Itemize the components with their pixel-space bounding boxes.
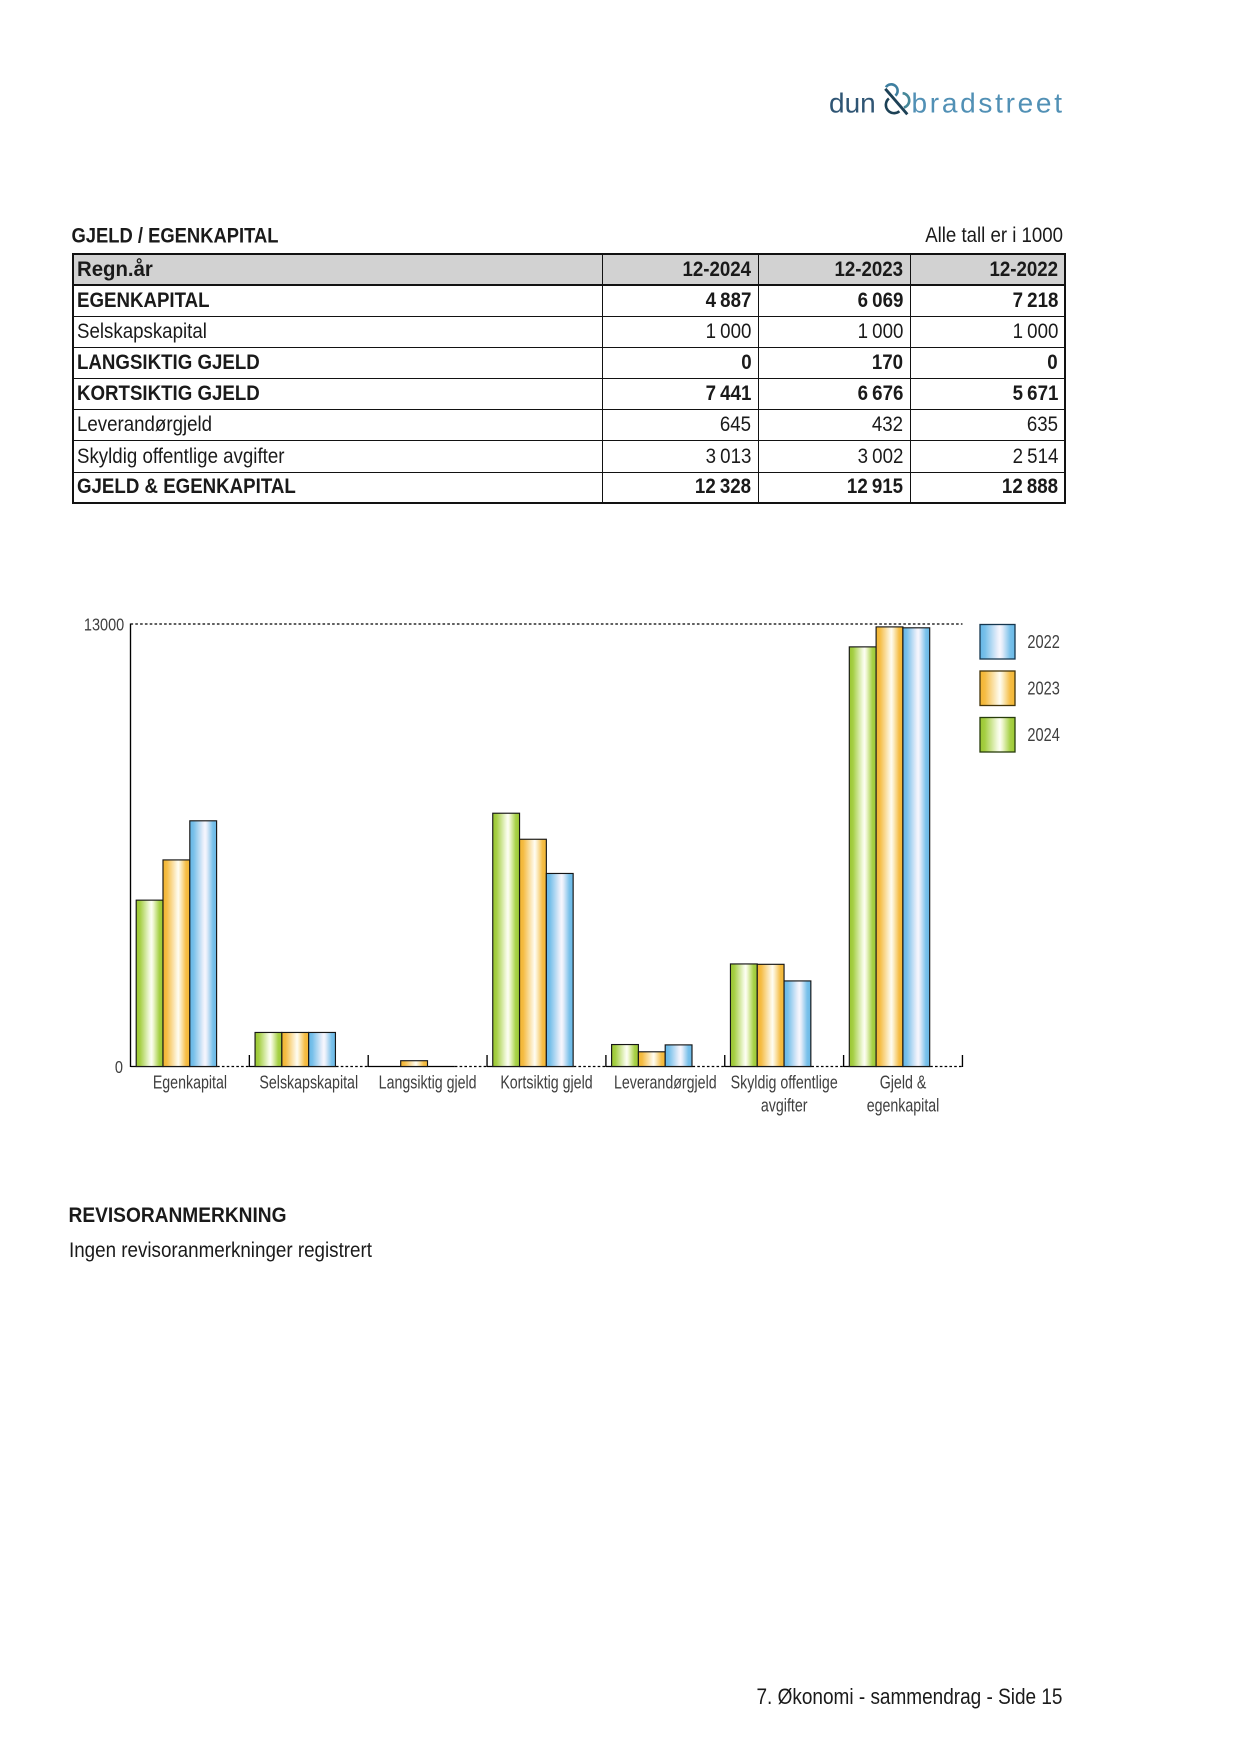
svg-text:egenkapital: egenkapital [867,1095,940,1116]
svg-text:Ingen revisoranmerkninger regi: Ingen revisoranmerkninger registrert [69,1239,372,1262]
svg-text:7. Økonomi - sammendrag - Side: 7. Økonomi - sammendrag - Side 15 [757,1684,1063,1709]
svg-text:REVISORANMERKNING: REVISORANMERKNING [69,1202,287,1227]
svg-text:Kortsiktig gjeld: Kortsiktig gjeld [500,1071,592,1092]
svg-text:0: 0 [115,1057,123,1077]
svg-text:GJELD / EGENKAPITAL: GJELD / EGENKAPITAL [72,223,279,248]
svg-text:Egenkapital: Egenkapital [153,1071,227,1092]
svg-text:2023: 2023 [1027,678,1059,699]
svg-text:Skyldig offentlige: Skyldig offentlige [731,1071,838,1092]
svg-text:13000: 13000 [84,614,124,634]
svg-text:2024: 2024 [1027,724,1059,745]
svg-text:dun: dun [829,87,876,118]
svg-text:Selskapskapital: Selskapskapital [259,1071,358,1092]
svg-text:2022: 2022 [1027,631,1059,652]
svg-text:Langsiktig gjeld: Langsiktig gjeld [379,1071,477,1092]
svg-text:avgifter: avgifter [761,1095,808,1116]
svg-text:bradstreet: bradstreet [912,87,1063,118]
svg-text:Gjeld &: Gjeld & [880,1071,927,1092]
svg-text:Leverandørgjeld: Leverandørgjeld [614,1071,717,1092]
svg-text:Alle tall er i 1000: Alle tall er i 1000 [925,224,1063,247]
